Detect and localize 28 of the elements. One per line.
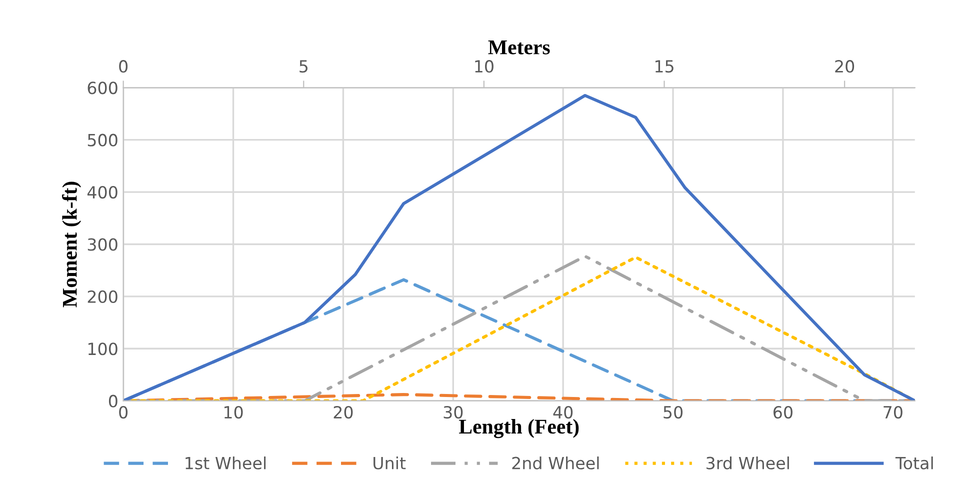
y-tick-label: 500 (88, 134, 118, 146)
x-tick-label: 10 (224, 406, 243, 419)
y-tick-label: 400 (87, 186, 118, 199)
x2-tick-label: 10 (475, 60, 494, 73)
y-tick-label: 0 (108, 394, 118, 408)
x-tick-label: 60 (774, 406, 792, 419)
x-tick-label: 40 (553, 406, 573, 419)
x2-axis-title: Meters (488, 40, 550, 54)
y-tick-label: 100 (88, 342, 118, 356)
legend-label: 3rd Wheel (706, 456, 789, 470)
legend-label: 2nd Wheel (512, 456, 599, 470)
x-tick-label: 0 (119, 406, 128, 419)
x2-tick-label: 0 (119, 60, 128, 73)
x-tick-label: 70 (884, 406, 902, 419)
legend-label: Total (895, 456, 933, 470)
legend-label: Unit (374, 456, 406, 470)
x2-tick-label: 20 (835, 60, 854, 73)
y-tick-label: 600 (88, 82, 118, 94)
x-tick-label: 50 (664, 406, 683, 419)
x-tick-label: 30 (444, 406, 463, 419)
x2-tick-label: 15 (655, 60, 674, 73)
x-tick-label: 20 (334, 406, 353, 419)
y-tick-label: 200 (88, 290, 118, 303)
x2-tick-label: 5 (300, 60, 308, 73)
x-axis-title: Length (Feet) (459, 419, 579, 438)
legend-label: 1st Wheel (186, 456, 266, 470)
y-tick-label: 300 (88, 238, 118, 251)
y-axis-title: Moment (k-ft) (62, 182, 82, 308)
